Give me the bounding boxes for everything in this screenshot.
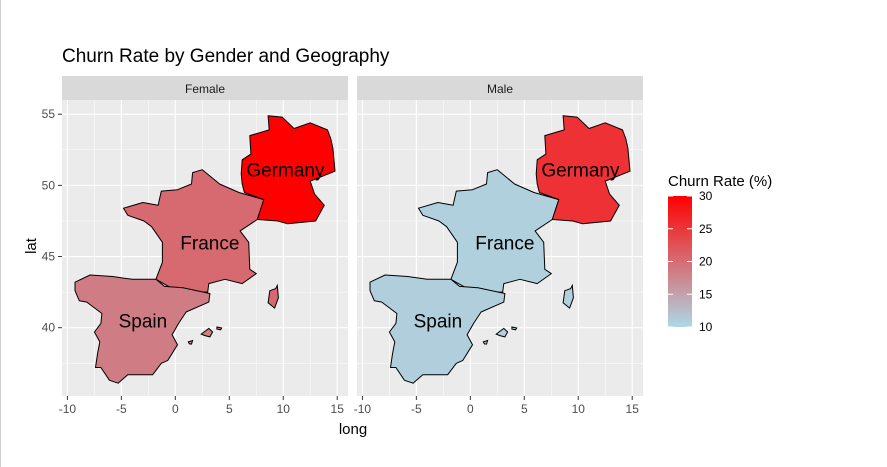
island-shape xyxy=(562,283,574,309)
y-axis-title: lat xyxy=(23,237,40,254)
legend-tick-label: 10 xyxy=(699,320,713,334)
facet-strip xyxy=(357,76,643,100)
facet-strip-label: Female xyxy=(185,82,225,96)
region-germany xyxy=(240,115,336,225)
legend-title: Churn Rate (%) xyxy=(668,173,772,190)
window-left-border xyxy=(0,0,1,467)
y-axis: 40 45 50 55 xyxy=(42,107,62,335)
region-shape-germany xyxy=(240,115,336,225)
region-label-france: France xyxy=(180,233,239,254)
region-germany xyxy=(535,115,631,225)
facet-panels: Female France Germany Spain Male France German… xyxy=(62,76,643,396)
x-tick-label: 10 xyxy=(572,402,586,416)
x-tick-label: -10 xyxy=(59,402,77,416)
facet-panel-female: Female France Germany Spain xyxy=(62,76,348,396)
x-tick-label: -5 xyxy=(411,402,422,416)
y-tick-label: 45 xyxy=(42,250,56,264)
island-shape xyxy=(216,326,223,331)
x-tick-label: -5 xyxy=(116,402,127,416)
region-spain xyxy=(369,274,518,384)
island-shape xyxy=(482,339,489,345)
y-tick-label: 40 xyxy=(42,321,56,335)
island-shape xyxy=(495,327,509,338)
region-shape-spain xyxy=(369,274,506,384)
region-label-france: France xyxy=(475,233,534,254)
legend-tick-label: 30 xyxy=(699,189,713,203)
island-shape xyxy=(187,339,194,345)
x-tick-label: 15 xyxy=(331,402,345,416)
legend: Churn Rate (%) 10 15 20 25 30 xyxy=(668,173,772,334)
x-axis-title: long xyxy=(339,421,367,438)
x-tick-label: 0 xyxy=(172,402,179,416)
region-label-germany: Germany xyxy=(246,161,325,182)
x-tick-label: 0 xyxy=(467,402,474,416)
region-shape-france xyxy=(123,169,265,293)
legend-tick-label: 20 xyxy=(699,255,713,269)
x-axes: -10 -5 0 5 10 15 -10 -5 0 5 10 15 xyxy=(59,396,639,416)
region-shape-france xyxy=(418,169,560,293)
island-shape xyxy=(511,326,518,331)
y-tick-label: 55 xyxy=(42,107,56,121)
x-tick-label: 5 xyxy=(226,402,233,416)
legend-ticks: 10 15 20 25 30 xyxy=(668,189,713,334)
y-tick-label: 50 xyxy=(42,178,56,192)
facet-panel-male: Male France Germany Spain xyxy=(357,76,643,396)
x-tick-label: 10 xyxy=(277,402,291,416)
region-shape-germany xyxy=(535,115,631,225)
region-label-germany: Germany xyxy=(541,161,620,182)
region-label-spain: Spain xyxy=(414,312,463,333)
facet-strip xyxy=(62,76,348,100)
facet-strip-label: Male xyxy=(487,82,513,96)
region-shape-spain xyxy=(74,274,211,384)
island-shape xyxy=(200,327,214,338)
x-tick-label: 15 xyxy=(626,402,640,416)
legend-tick-label: 25 xyxy=(699,222,713,236)
island-shape xyxy=(267,283,279,309)
x-tick-label: -10 xyxy=(354,402,372,416)
region-label-spain: Spain xyxy=(119,312,168,333)
legend-tick-label: 15 xyxy=(699,287,713,301)
chart-title: Churn Rate by Gender and Geography xyxy=(62,46,390,67)
region-france xyxy=(418,169,574,309)
x-tick-label: 5 xyxy=(521,402,528,416)
region-france xyxy=(123,169,279,309)
region-spain xyxy=(74,274,223,384)
